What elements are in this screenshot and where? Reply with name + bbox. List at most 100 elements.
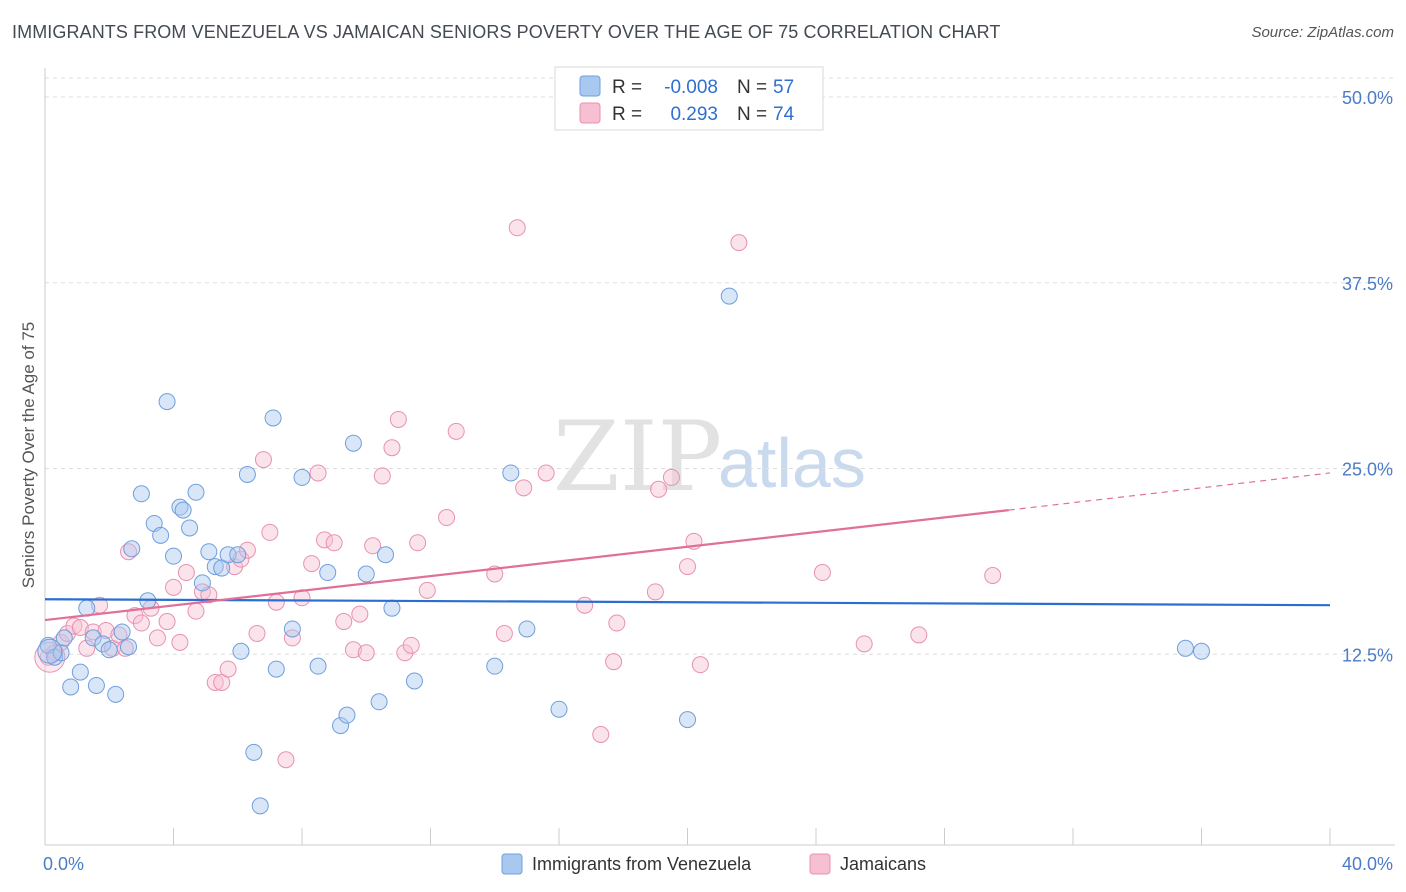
- venezuela-point: [165, 547, 182, 565]
- venezuela-point: [152, 526, 170, 544]
- y-tick-labels: 12.5% 25.0% 37.5% 50.0%: [1342, 88, 1393, 665]
- venezuela-point: [550, 700, 568, 718]
- bottom-legend-swatch-pink: [809, 853, 831, 875]
- jamaicans-point: [206, 673, 224, 691]
- venezuela-point: [518, 620, 536, 638]
- venezuela-trend-line: [44, 598, 1331, 607]
- venezuela-point: [319, 564, 337, 582]
- chart-title: IMMIGRANTS FROM VENEZUELA VS JAMAICAN SE…: [12, 22, 1001, 42]
- venezuela-point: [193, 574, 211, 592]
- jamaicans-point: [650, 480, 668, 498]
- venezuela-point: [370, 693, 388, 711]
- jamaicans-point: [78, 639, 96, 657]
- venezuela-point: [87, 676, 105, 694]
- venezuela-point: [344, 434, 362, 452]
- jamaicans-point: [608, 614, 626, 632]
- axes: [44, 68, 1395, 846]
- watermark-atlas: atlas: [718, 424, 866, 502]
- venezuela-point: [206, 558, 224, 576]
- x-tick-label-end: 40.0%: [1342, 854, 1393, 874]
- venezuela-point: [187, 483, 205, 501]
- venezuela-point: [219, 546, 237, 564]
- jamaicans-point: [254, 451, 272, 469]
- venezuela-point: [309, 657, 327, 675]
- venezuela-point: [720, 287, 738, 305]
- jamaicans-point: [515, 479, 533, 497]
- venezuela-point: [502, 464, 520, 482]
- source-label: Source: ZipAtlas.com: [1251, 24, 1394, 41]
- x-tick-labels: 0.0% 40.0%: [43, 854, 1393, 874]
- jamaicans-point: [84, 623, 102, 641]
- stats-legend: R = -0.008 N = 57 R = 0.293 N = 74: [554, 66, 824, 131]
- jamaicans-point: [238, 541, 256, 559]
- series-legend: Immigrants from Venezuela Jamaicans: [501, 853, 926, 875]
- jamaicans-point: [187, 602, 205, 620]
- jamaicans-point: [855, 635, 873, 653]
- jamaicans-point: [267, 593, 285, 611]
- venezuela-point: [383, 599, 401, 617]
- legend-r-label-2: R =: [612, 104, 642, 125]
- venezuela-point: [55, 629, 73, 647]
- venezuela-point: [62, 678, 80, 696]
- venezuela-point: [123, 540, 141, 558]
- jamaicans-point: [65, 617, 83, 635]
- venezuela-point: [251, 797, 269, 815]
- venezuela-point: [171, 498, 189, 516]
- jamaicans-point: [447, 422, 465, 440]
- jamaicans-point: [165, 578, 182, 596]
- y-tick-label: 37.5%: [1342, 274, 1393, 294]
- legend-swatch-pink: [579, 102, 601, 124]
- jamaicans-point: [283, 629, 301, 647]
- venezuela-point: [283, 620, 301, 638]
- grid-lines: [45, 77, 1395, 655]
- jamaicans-point: [364, 537, 382, 555]
- jamaicans-point: [351, 605, 369, 623]
- jamaicans-point: [662, 468, 680, 486]
- jamaicans-point: [730, 234, 748, 252]
- jamaicans-point: [418, 581, 436, 599]
- jamaicans-point: [277, 751, 295, 769]
- jamaicans-points: [34, 219, 1002, 769]
- jamaicans-point: [177, 564, 195, 582]
- venezuela-point: [338, 706, 356, 724]
- jamaicans-point: [646, 583, 664, 601]
- jamaicans-point: [71, 619, 89, 637]
- jamaicans-point: [495, 624, 513, 642]
- venezuela-point: [486, 657, 504, 675]
- y-tick-label: 50.0%: [1342, 88, 1393, 108]
- venezuela-point-cluster: [37, 638, 63, 664]
- bottom-legend-swatch-blue: [501, 853, 523, 875]
- jamaicans-point: [219, 660, 237, 678]
- jamaicans-point: [357, 644, 375, 662]
- legend-r-value-2: 0.293: [670, 104, 718, 125]
- venezuela-point: [158, 393, 176, 411]
- jamaicans-trend-line: [44, 509, 1009, 622]
- venezuela-point: [357, 565, 375, 583]
- venezuela-point: [377, 546, 395, 564]
- jamaicans-point: [508, 219, 526, 237]
- jamaicans-point: [171, 633, 189, 651]
- jamaicans-point: [910, 626, 928, 644]
- jamaicans-point: [325, 534, 343, 552]
- venezuela-points: [37, 287, 1210, 815]
- jamaicans-point: [592, 725, 610, 743]
- legend-n-value-1: 57: [773, 77, 794, 98]
- venezuela-point: [264, 409, 282, 427]
- jamaicans-point: [691, 656, 709, 674]
- jamaicans-point: [389, 410, 407, 428]
- x-tick-label-start: 0.0%: [43, 854, 84, 874]
- jamaicans-point: [813, 564, 831, 582]
- venezuela-point: [1176, 639, 1194, 657]
- jamaicans-point: [984, 566, 1002, 584]
- jamaicans-point: [148, 629, 166, 647]
- venezuela-point: [267, 660, 285, 678]
- venezuela-point: [232, 642, 250, 660]
- venezuela-point: [238, 465, 256, 483]
- venezuela-point: [100, 641, 118, 659]
- venezuela-point: [94, 635, 112, 653]
- legend-r-value-1: -0.008: [664, 77, 718, 98]
- venezuela-point: [113, 623, 131, 641]
- jamaicans-point: [438, 509, 456, 527]
- legend-n-value-2: 74: [773, 104, 795, 125]
- jamaicans-point: [605, 653, 623, 671]
